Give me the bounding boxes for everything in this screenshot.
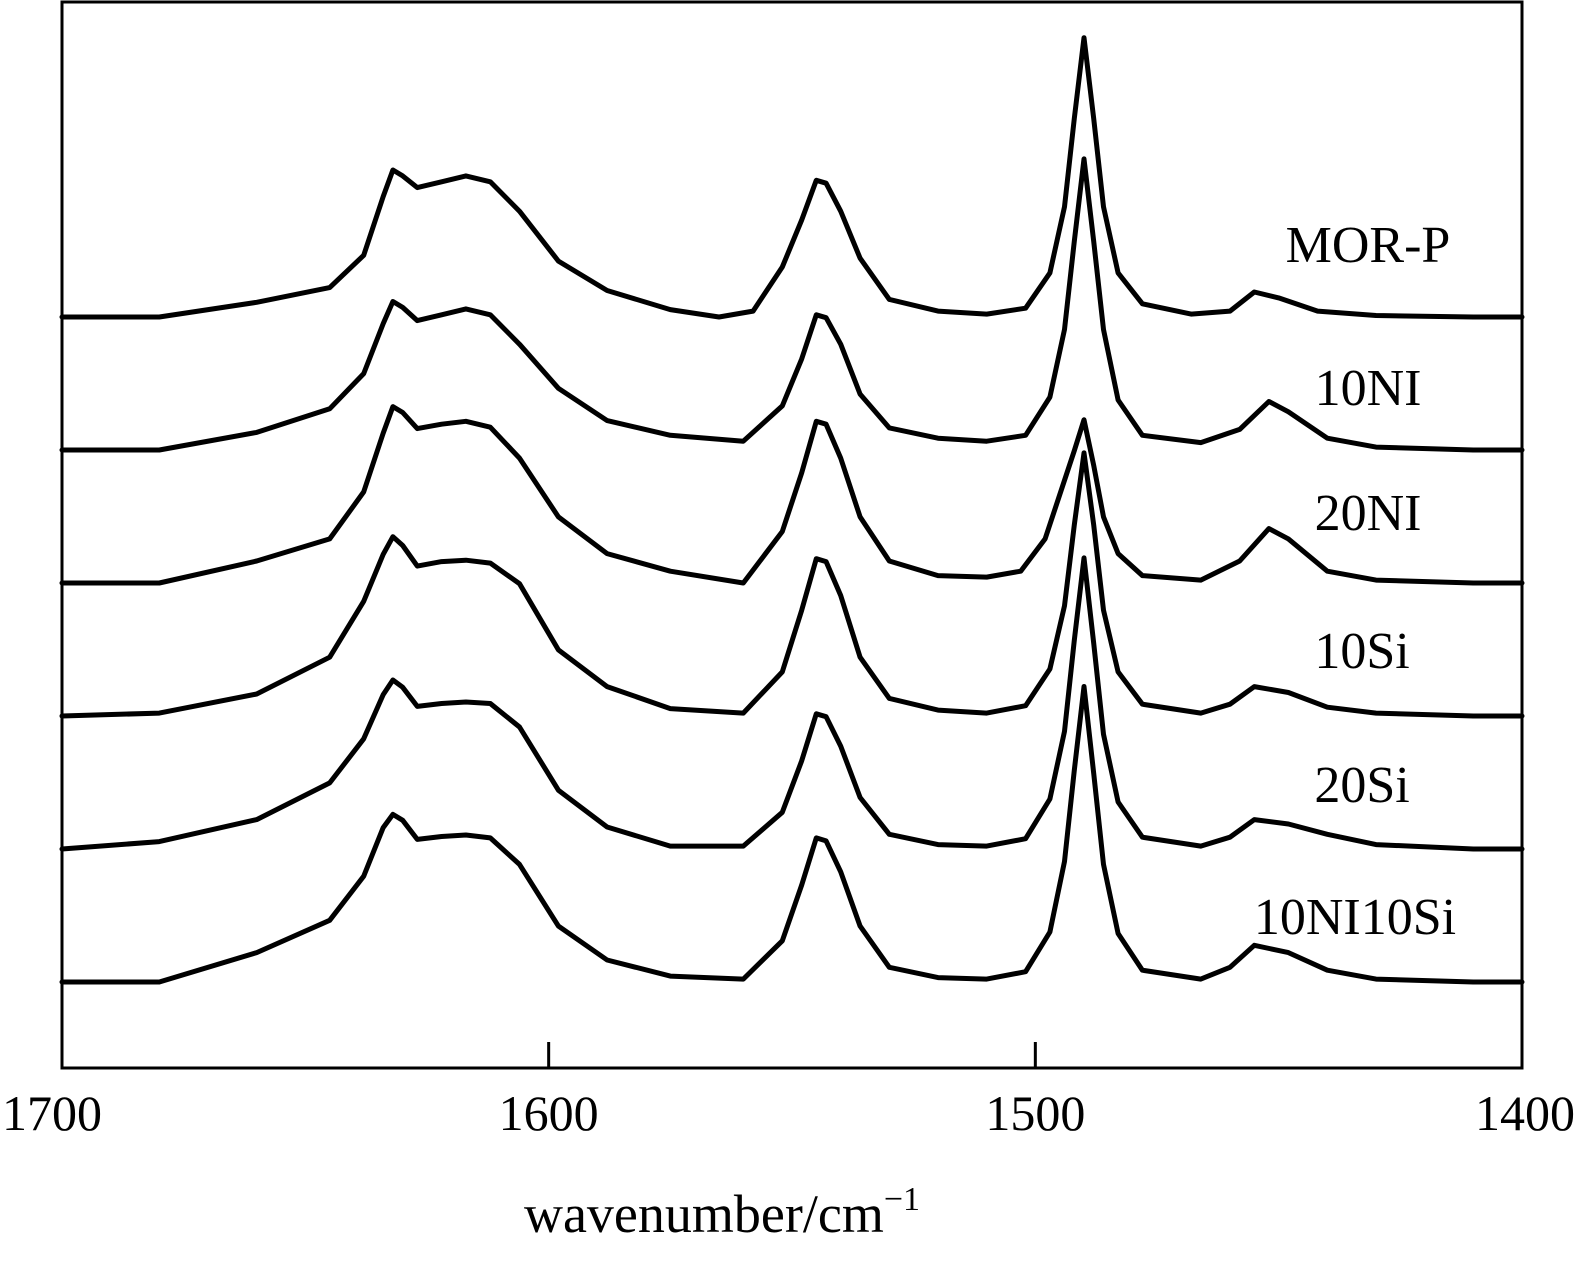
trace-mor-p bbox=[59, 35, 1525, 320]
trace-20ni bbox=[59, 404, 1525, 586]
x-axis-label-superscript: −1 bbox=[884, 1181, 920, 1218]
series-label-10si: 10Si bbox=[1314, 623, 1409, 680]
x-axis-label: wavenumber/cm−1 bbox=[524, 1181, 920, 1244]
plot-frame bbox=[60, 0, 1524, 1070]
spectra-traces bbox=[59, 35, 1525, 985]
series-label-20ni: 20NI bbox=[1315, 485, 1422, 542]
series-labels: MOR-P 10NI 20NI 10Si 20Si 10NI10Si bbox=[1254, 217, 1456, 946]
x-tick-label-1700: 1700 bbox=[2, 1085, 102, 1141]
series-label-20si: 20Si bbox=[1314, 757, 1409, 814]
x-axis-label-text: wavenumber/cm bbox=[524, 1184, 884, 1244]
series-label-10ni10si: 10NI10Si bbox=[1254, 889, 1456, 946]
trace-20si bbox=[59, 555, 1525, 852]
trace-10ni10si bbox=[59, 684, 1525, 985]
x-axis-ticks bbox=[547, 1042, 1037, 1068]
x-tick-label-1500: 1500 bbox=[985, 1085, 1085, 1141]
trace-10si bbox=[59, 450, 1525, 719]
x-axis-tick-labels: 1700 1600 1500 1400 bbox=[2, 1085, 1575, 1141]
series-label-mor-p: MOR-P bbox=[1286, 217, 1451, 274]
trace-10ni bbox=[59, 156, 1525, 453]
x-tick-label-1600: 1600 bbox=[499, 1085, 599, 1141]
series-label-10ni: 10NI bbox=[1315, 360, 1422, 417]
x-tick-label-1400: 1400 bbox=[1475, 1085, 1575, 1141]
